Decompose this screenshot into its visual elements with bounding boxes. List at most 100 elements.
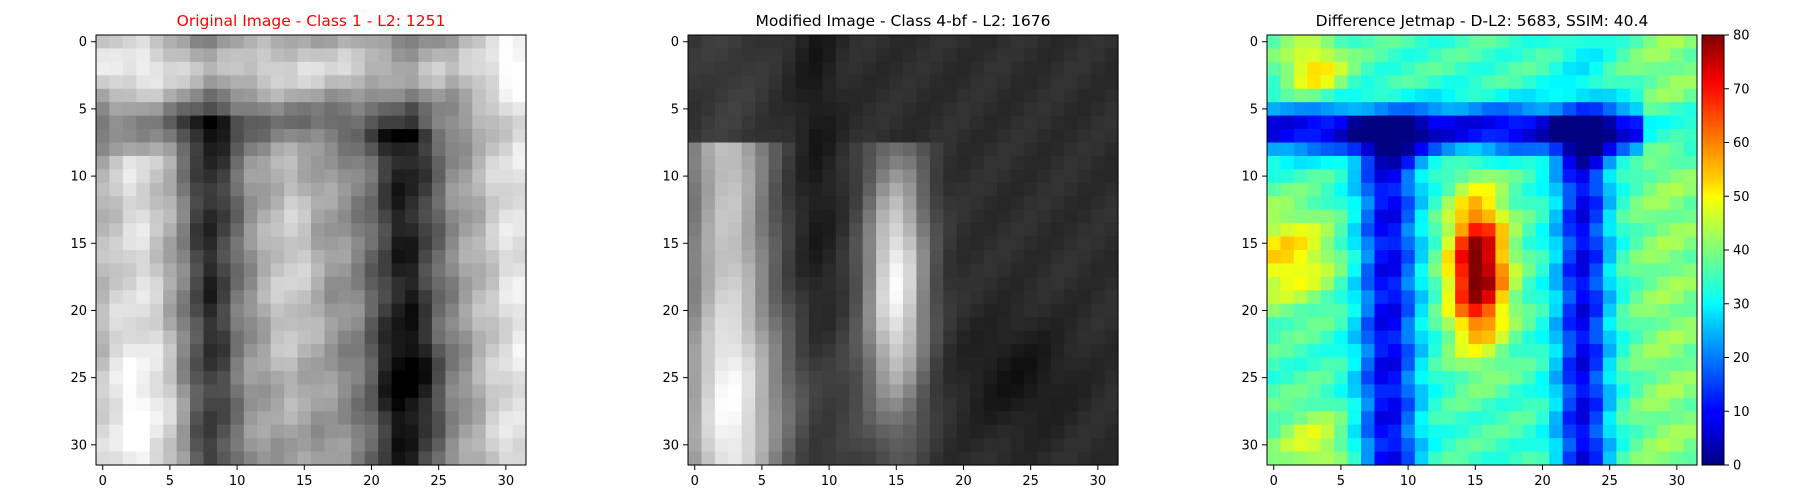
pixel-cell <box>324 223 339 238</box>
pixel-cell <box>943 102 958 117</box>
pixel-cell <box>163 384 178 399</box>
pixel-cell <box>755 438 770 453</box>
pixel-cell <box>485 129 500 144</box>
pixel-cell <box>1522 424 1537 439</box>
pixel-cell <box>337 88 352 103</box>
pixel-cell <box>122 451 137 466</box>
pixel-cell <box>849 344 864 359</box>
pixel-cell <box>808 411 823 426</box>
pixel-cell <box>176 276 191 291</box>
pixel-cell <box>109 155 124 170</box>
pixel-cell <box>1670 155 1685 170</box>
pixel-cell <box>176 102 191 117</box>
pixel-cell <box>943 330 958 345</box>
pixel-cell <box>1428 182 1443 197</box>
pixel-cell <box>1064 250 1079 265</box>
pixel-cell <box>1023 142 1038 157</box>
pixel-cell <box>1629 397 1644 412</box>
pixel-cell <box>876 142 891 157</box>
pixel-cell <box>997 344 1012 359</box>
pixel-cell <box>122 75 137 90</box>
pixel-cell <box>405 357 420 372</box>
pixel-cell <box>431 250 446 265</box>
pixel-cell <box>808 276 823 291</box>
pixel-cell <box>1347 263 1362 278</box>
pixel-cell <box>983 88 998 103</box>
pixel-cell <box>1293 451 1308 466</box>
pixel-cell <box>970 61 985 76</box>
pixel-cell <box>782 169 797 184</box>
pixel-cell <box>270 424 285 439</box>
pixel-cell <box>418 61 433 76</box>
pixel-cell <box>122 88 137 103</box>
pixel-cell <box>1414 35 1429 50</box>
pixel-cell <box>1267 451 1282 466</box>
pixel-cell <box>109 169 124 184</box>
pixel-cell <box>1616 397 1631 412</box>
pixel-cell <box>1347 182 1362 197</box>
pixel-cell <box>916 411 931 426</box>
pixel-cell <box>1656 209 1671 224</box>
pixel-cell <box>378 236 393 251</box>
pixel-cell <box>983 115 998 130</box>
pixel-cell <box>405 102 420 117</box>
pixel-cell <box>230 451 245 466</box>
pixel-cell <box>1535 397 1550 412</box>
pixel-cell <box>472 344 487 359</box>
pixel-cell <box>472 115 487 130</box>
pixel-cell <box>849 384 864 399</box>
pixel-cell <box>149 357 164 372</box>
pixel-cell <box>849 263 864 278</box>
pixel-cell <box>337 357 352 372</box>
pixel-cell <box>203 88 218 103</box>
pixel-cell <box>1428 317 1443 332</box>
pixel-cell <box>701 88 716 103</box>
pixel-cell <box>835 317 850 332</box>
pixel-cell <box>136 276 151 291</box>
pixel-cell <box>1401 451 1416 466</box>
pixel-cell <box>512 61 527 76</box>
pixel-cell <box>876 263 891 278</box>
pixel-cell <box>808 263 823 278</box>
pixel-cell <box>876 303 891 318</box>
pixel-cell <box>1589 411 1604 426</box>
pixel-cell <box>351 424 366 439</box>
pixel-cell <box>1441 357 1456 372</box>
pixel-cell <box>916 209 931 224</box>
pixel-cell <box>149 48 164 63</box>
pixel-cell <box>956 370 971 385</box>
pixel-cell <box>257 129 272 144</box>
pixel-cell <box>1495 129 1510 144</box>
pixel-cell <box>1037 411 1052 426</box>
pixel-cell <box>1293 61 1308 76</box>
pixel-cell <box>768 155 783 170</box>
pixel-cell <box>284 48 299 63</box>
pixel-cell <box>1535 142 1550 157</box>
pixel-cell <box>1293 209 1308 224</box>
pixel-cell <box>190 88 205 103</box>
pixel-cell <box>943 451 958 466</box>
pixel-cell <box>997 290 1012 305</box>
pixel-cell <box>311 317 326 332</box>
pixel-cell <box>1629 357 1644 372</box>
pixel-cell <box>1589 357 1604 372</box>
pixel-cell <box>997 182 1012 197</box>
pixel-cell <box>728 303 743 318</box>
pixel-cell <box>1643 61 1658 76</box>
pixel-cell <box>970 88 985 103</box>
pixel-cell <box>835 129 850 144</box>
pixel-cell <box>284 61 299 76</box>
pixel-cell <box>755 102 770 117</box>
pixel-cell <box>1320 250 1335 265</box>
pixel-cell <box>714 303 729 318</box>
pixel-cell <box>1104 102 1119 117</box>
pixel-cell <box>109 61 124 76</box>
pixel-cell <box>136 451 151 466</box>
pixel-cell <box>1428 397 1443 412</box>
pixel-cell <box>1576 357 1591 372</box>
pixel-cell <box>956 88 971 103</box>
pixel-cell <box>1320 370 1335 385</box>
pixel-cell <box>1535 35 1550 50</box>
pixel-cell <box>1010 276 1025 291</box>
pixel-cell <box>1293 196 1308 211</box>
